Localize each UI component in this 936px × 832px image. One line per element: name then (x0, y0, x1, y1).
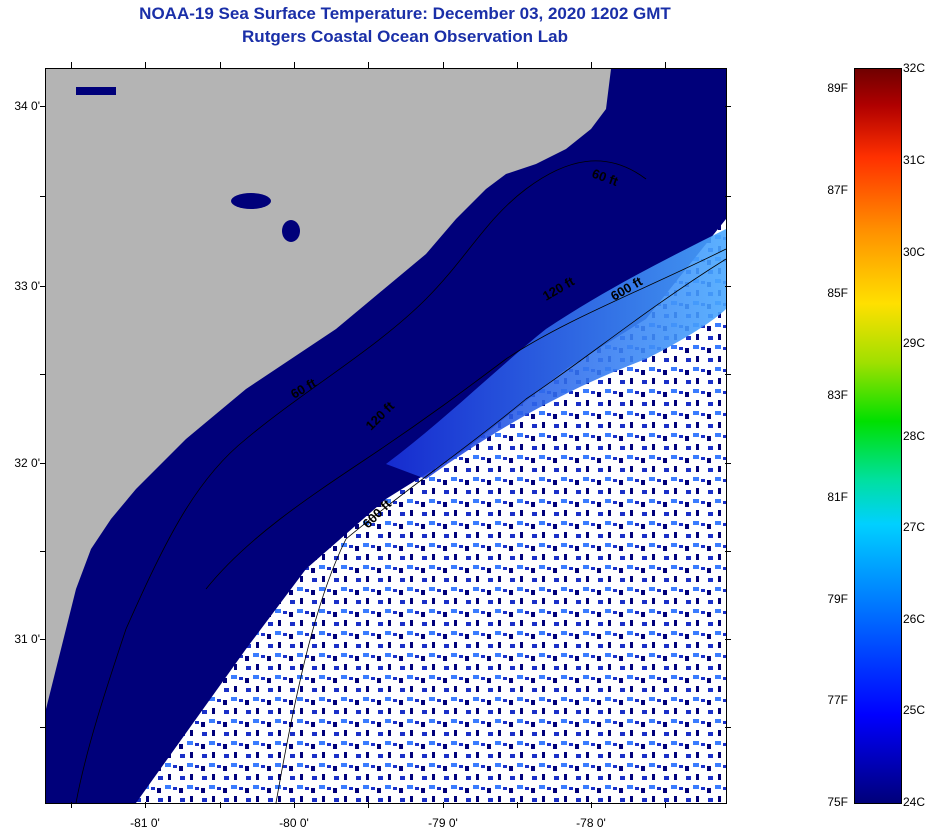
lon-tick (443, 802, 444, 808)
lat-tick (725, 639, 731, 640)
lat-tick (40, 639, 46, 640)
lon-tick (220, 802, 221, 808)
lon-tick (517, 802, 518, 808)
lat-tick (725, 374, 731, 375)
lat-tick (725, 196, 731, 197)
lon-tick (591, 802, 592, 808)
colorbar-c-label: 25C (903, 703, 926, 717)
lon-tick (220, 62, 221, 68)
lat-tick (40, 196, 46, 197)
colorbar-c-label: 30C (903, 245, 926, 259)
colorbar-c-label: 31C (903, 153, 926, 167)
colorbar-c-label: 28C (903, 429, 926, 443)
colorbar-f-label: 83F (827, 388, 848, 402)
lon-tick (665, 802, 666, 808)
lon-tick (665, 62, 666, 68)
lon-tick (443, 62, 444, 68)
lat-label: 33 0' (14, 279, 40, 293)
lon-label: -81 0' (130, 816, 160, 830)
lat-tick (40, 463, 46, 464)
lat-tick (725, 463, 731, 464)
contour-120ft (205, 248, 726, 590)
lat-tick (725, 286, 731, 287)
colorbar-c-label: 24C (903, 795, 926, 809)
lat-label: 34 0' (14, 99, 40, 113)
lon-tick (591, 62, 592, 68)
colorbar-c-label: 27C (903, 520, 926, 534)
lat-tick (40, 727, 46, 728)
lon-label: -80 0' (279, 816, 309, 830)
colorbar-f-label: 81F (827, 490, 848, 504)
colorbar-f-label: 89F (827, 81, 848, 95)
chart-subtitle: Rutgers Coastal Ocean Observation Lab (242, 27, 568, 46)
lat-tick (40, 551, 46, 552)
lon-tick (294, 62, 295, 68)
temperature-colorbar (854, 68, 902, 804)
colorbar-f-label: 75F (827, 795, 848, 809)
lat-tick (40, 374, 46, 375)
lake (76, 87, 116, 95)
contour-60ft (75, 160, 647, 803)
colorbar-f-label: 85F (827, 286, 848, 300)
warm-water-band (386, 229, 726, 479)
lat-label: 31 0' (14, 632, 40, 646)
sst-map[interactable]: 60 ft 120 ft 600 ft 60 ft 120 ft 600 ft (45, 68, 727, 804)
colorbar-f-label: 87F (827, 183, 848, 197)
lake (282, 220, 300, 242)
lon-tick (368, 62, 369, 68)
lon-label: -78 0' (576, 816, 606, 830)
chart-title: NOAA-19 Sea Surface Temperature: Decembe… (139, 4, 671, 23)
lon-tick (71, 62, 72, 68)
sst-map-canvas: 60 ft 120 ft 600 ft 60 ft 120 ft 600 ft (46, 69, 726, 803)
lat-tick (725, 551, 731, 552)
lat-tick (40, 286, 46, 287)
colorbar-f-label: 79F (827, 592, 848, 606)
lake (231, 193, 271, 209)
lon-tick (368, 802, 369, 808)
colorbar-c-label: 29C (903, 336, 926, 350)
lon-tick (71, 802, 72, 808)
lon-tick (145, 802, 146, 808)
colorbar-c-label: 26C (903, 612, 926, 626)
lon-tick (294, 802, 295, 808)
lat-tick (40, 106, 46, 107)
colorbar-c-label: 32C (903, 61, 926, 75)
lat-label: 32 0' (14, 456, 40, 470)
lat-tick (725, 106, 731, 107)
lon-tick (517, 62, 518, 68)
land (46, 69, 611, 709)
contour-600ft (275, 258, 726, 803)
lat-tick (725, 727, 731, 728)
lon-label: -79 0' (428, 816, 458, 830)
lon-tick (145, 62, 146, 68)
colorbar-f-label: 77F (827, 693, 848, 707)
